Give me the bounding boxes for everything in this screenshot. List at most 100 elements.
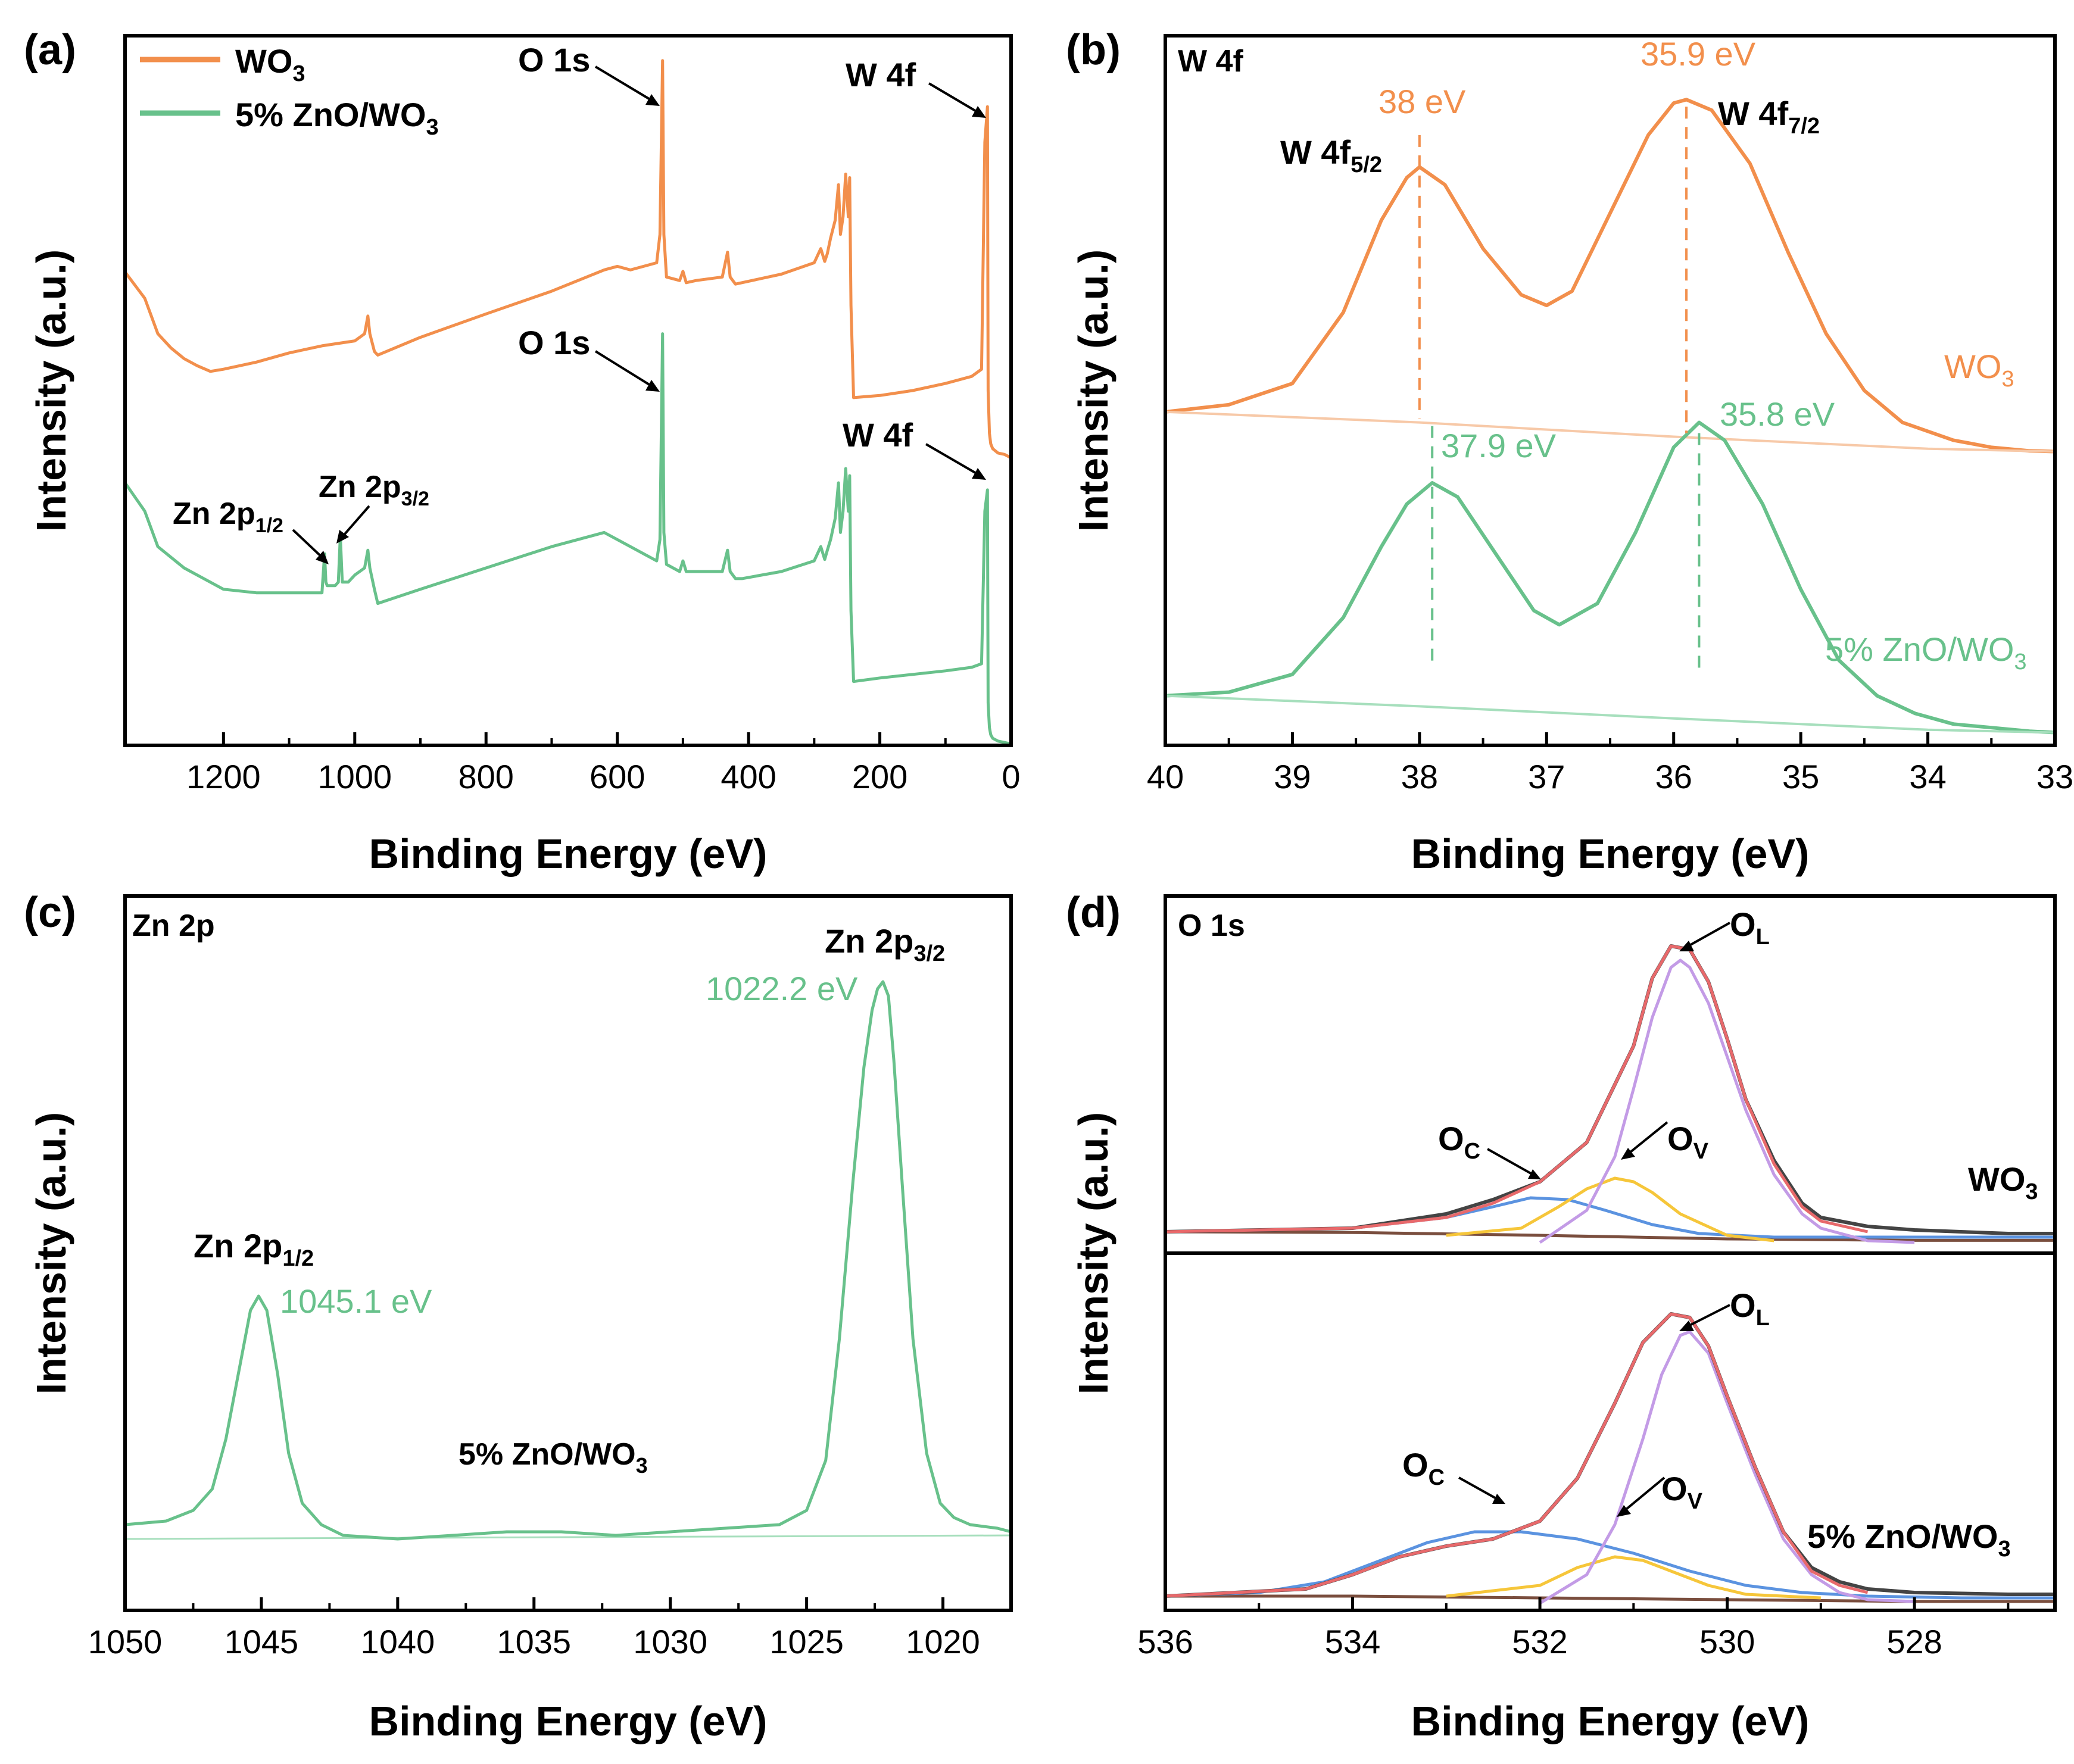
label-zn2p12: Zn 2p1/2	[173, 497, 283, 537]
x-tick-label: 1200	[186, 758, 261, 795]
label-zn2p32: Zn 2p3/2	[825, 922, 945, 966]
x-tick-label: 0	[1002, 758, 1020, 795]
label-ov-bottom: OV	[1661, 1470, 1703, 1514]
series-line-envelope	[1165, 944, 1869, 1234]
series-line-envelope	[1165, 1312, 1869, 1598]
series-line-baseline	[1165, 1594, 2055, 1603]
annotations	[292, 65, 986, 564]
x-tick-label: 40	[1147, 758, 1184, 795]
arrow-zn2p32	[339, 505, 370, 540]
label-w4f-zno: W 4f	[843, 416, 913, 454]
x-tick-label: 1045	[224, 1623, 299, 1660]
label-wo3-subplot: WO3	[1968, 1160, 2038, 1204]
legend-label-zno: 5% ZnO/WO3	[235, 96, 439, 140]
x-tick-label: 1040	[361, 1623, 435, 1660]
arrow-ol-bottom	[1685, 1304, 1730, 1329]
x-axis: 1200 1000 800 600 400 200 0	[186, 732, 1021, 795]
arrow-ol-top	[1685, 922, 1730, 949]
label-ol-top: OL	[1730, 906, 1770, 950]
arrowhead	[1492, 1494, 1505, 1504]
series-line-5-zno-wo3	[123, 332, 1012, 746]
label-ol-bottom: OL	[1730, 1287, 1770, 1331]
plot-series	[1165, 98, 2056, 735]
y-axis-title: Intensity (a.u.)	[1070, 1112, 1116, 1394]
label-w4f52: W 4f5/2	[1280, 133, 1382, 177]
x-tick-label: 400	[721, 758, 776, 795]
arrowhead	[1528, 1169, 1541, 1179]
panel-label: (a)	[24, 26, 76, 74]
plot-frame	[1164, 34, 2057, 747]
arrowhead	[316, 551, 329, 564]
series-line-ol	[1539, 959, 1915, 1244]
panel-a-survey: (a) 1200 1000 800 600 400 200 0 Binding Energy…	[24, 26, 1021, 877]
x-tick-label: 800	[459, 758, 514, 795]
x-tick-label: 532	[1512, 1623, 1567, 1660]
x-tick-label: 37	[1528, 758, 1565, 795]
arrowhead	[1621, 1148, 1635, 1160]
series-line-ol	[1539, 1330, 1915, 1605]
peak-marker-label: 37.9 eV	[1441, 427, 1557, 464]
x-tick-label: 1035	[497, 1623, 571, 1660]
arrow-o1s-zno	[594, 350, 656, 389]
series-line-wo3	[1165, 98, 2056, 454]
label-oc-bottom: OC	[1402, 1446, 1445, 1490]
x-tick-label: 34	[1909, 758, 1946, 795]
label-o1s-zno: O 1s	[518, 324, 590, 361]
x-tick-label: 534	[1325, 1623, 1380, 1660]
x-tick-label: 528	[1886, 1623, 1942, 1660]
value-1022: 1022.2 eV	[706, 970, 858, 1007]
panel-d-o1s: (d) 536 534 532 530 528 Binding Energy (eV) …	[1066, 889, 2057, 1744]
x-tick-label: 1025	[769, 1623, 844, 1660]
series-line-ov	[1446, 1555, 1821, 1600]
panel-label: (c)	[24, 889, 76, 936]
plot-series	[123, 59, 1012, 746]
x-axis-title: Binding Energy (eV)	[369, 1698, 768, 1744]
x-tick-label: 1000	[317, 758, 392, 795]
x-axis: 536 534 532 530 528	[1137, 1597, 2010, 1660]
panel-c-zn2p: (c) 1050 1045 1040 1035 1030 1025 1020 Binding…	[24, 889, 1013, 1744]
corner-title: W 4f	[1178, 44, 1243, 79]
arrowhead	[1617, 1505, 1631, 1517]
x-axis: 40 39 38 37 36 35 34 33	[1147, 732, 2073, 795]
arrowhead	[972, 468, 986, 480]
x-axis-title: Binding Energy (eV)	[1411, 831, 1810, 877]
arrow-oc-top	[1487, 1148, 1536, 1177]
panel-label: (d)	[1066, 889, 1121, 936]
x-tick-label: 38	[1401, 758, 1438, 795]
label-sample: 5% ZnO/WO3	[459, 1437, 648, 1478]
arrow-w4f-wo3	[928, 82, 983, 115]
panel-b-w4f: (b) 40 39 38 37 36 35 34 33 Binding Energy (eV)…	[1066, 26, 2073, 877]
label-zno-series: 5% ZnO/WO3	[1825, 630, 2027, 675]
arrow-ov-bottom	[1621, 1476, 1666, 1513]
y-axis-title: Intensity (a.u.)	[28, 249, 74, 532]
x-axis-title: Binding Energy (eV)	[1411, 1698, 1810, 1744]
x-tick-label: 1050	[88, 1623, 163, 1660]
series-line-wo3	[124, 59, 1012, 460]
arrowhead	[1679, 1320, 1694, 1331]
annotation-arrows	[1458, 922, 1730, 1517]
plot-frame	[1164, 894, 2057, 1612]
x-tick-label: 530	[1699, 1623, 1755, 1660]
corner-title: Zn 2p	[132, 908, 215, 943]
panel-label: (b)	[1066, 26, 1121, 74]
series-line-baseline	[1165, 1230, 2055, 1242]
value-1045: 1045.1 eV	[280, 1282, 432, 1320]
series-line-baseline	[124, 1534, 1012, 1540]
series-line-ov	[1446, 1176, 1774, 1242]
plot-frame	[123, 894, 1013, 1612]
y-axis-title: Intensity (a.u.)	[28, 1112, 74, 1394]
x-tick-label: 33	[2036, 758, 2073, 795]
arrowhead	[645, 94, 660, 106]
peak-marker-label: 35.8 eV	[1720, 395, 1835, 433]
label-wo3-series: WO3	[1944, 348, 2014, 392]
x-tick-label: 536	[1137, 1623, 1193, 1660]
arrow-oc-bottom	[1458, 1476, 1500, 1501]
x-tick-label: 35	[1782, 758, 1819, 795]
legend-label-wo3: WO3	[235, 42, 305, 86]
label-zn2p12: Zn 2p1/2	[194, 1227, 314, 1271]
arrowhead	[645, 380, 660, 392]
x-tick-label: 600	[590, 758, 645, 795]
arrow-ov-top	[1626, 1121, 1668, 1156]
series-line-5-zno-wo3	[1165, 420, 2056, 735]
